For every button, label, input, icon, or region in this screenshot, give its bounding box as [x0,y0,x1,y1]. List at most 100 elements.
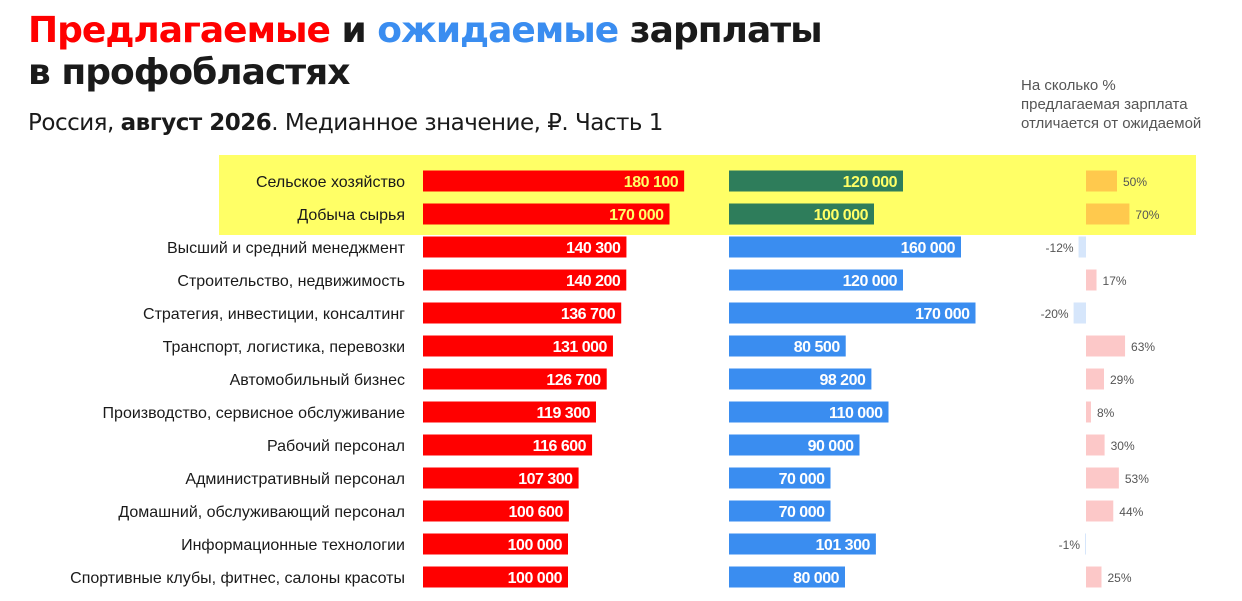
expected-value-label: 101 300 [816,537,871,554]
difference-bar [1085,533,1086,555]
offered-bar [423,566,568,588]
expected-bar [729,401,889,423]
chart-subtitle: Россия, август 2026. Медианное значение,… [28,110,663,136]
difference-bar [1086,467,1119,489]
offered-value-label: 131 000 [553,339,608,356]
difference-value-label: 50% [1123,175,1147,189]
category-label: Производство, сервисное обслуживание [103,405,406,422]
subtitle-date: август 2026 [120,110,272,136]
category-label: Добыча сырья [297,207,405,224]
expected-bar [729,467,831,489]
difference-value-label: 30% [1111,439,1135,453]
category-label: Спортивные клубы, фитнес, салоны красоты [70,570,405,587]
offered-value-label: 140 200 [566,273,621,290]
difference-bar [1086,170,1117,192]
expected-value-label: 90 000 [808,438,855,455]
difference-value-label: -1% [1059,538,1081,552]
expected-value-label: 70 000 [779,471,826,488]
offered-value-label: 100 000 [508,537,563,554]
expected-bar [729,335,846,357]
offered-value-label: 180 100 [624,174,679,191]
category-label: Домашний, обслуживающий персонал [118,504,405,521]
difference-bar [1086,203,1130,225]
expected-value-label: 120 000 [843,174,898,191]
title-rest: зарплаты [618,10,823,51]
offered-value-label: 170 000 [609,207,664,224]
category-label: Высший и средний менеджмент [167,240,406,257]
offered-value-label: 116 600 [533,438,587,455]
difference-value-label: -20% [1041,307,1069,321]
expected-bar [729,500,831,522]
expected-bar [729,434,860,456]
highlight-band [219,155,1196,235]
subtitle-part1: Россия, [28,110,121,136]
expected-bar [729,368,872,390]
difference-bar [1086,500,1114,522]
category-label: Сельское хозяйство [256,174,405,191]
difference-value-label: 17% [1103,274,1127,288]
offered-value-label: 119 300 [537,405,591,422]
offered-bar [423,533,568,555]
difference-bar [1086,566,1102,588]
expected-value-label: 80 500 [794,339,841,356]
expected-value-label: 98 200 [819,372,866,389]
difference-bar [1078,236,1086,258]
expected-value-label: 80 000 [793,570,840,587]
difference-value-label: -12% [1046,241,1074,255]
difference-value-label: 25% [1108,571,1132,585]
expected-value-label: 100 000 [814,207,869,224]
title-line2: в профобластях [28,52,350,93]
difference-value-label: 63% [1131,340,1155,354]
expected-bar [729,566,845,588]
offered-bar [423,302,622,324]
expected-value-label: 120 000 [843,273,898,290]
expected-value-label: 110 000 [829,405,883,422]
category-label: Рабочий персонал [267,438,405,455]
offered-bar [423,203,670,225]
offered-value-label: 107 300 [518,471,573,488]
category-label: Автомобильный бизнес [230,372,405,389]
difference-value-label: 44% [1119,505,1143,519]
expected-value-label: 70 000 [779,504,826,521]
expected-bar [729,236,961,258]
offered-bar [423,500,569,522]
difference-bar [1086,434,1105,456]
difference-value-label: 70% [1135,208,1159,222]
offered-bar [423,170,685,192]
difference-bar [1086,269,1097,291]
expected-bar [729,203,874,225]
offered-bar [423,269,627,291]
difference-bar [1073,302,1086,324]
expected-value-label: 160 000 [901,240,956,257]
difference-value-label: 8% [1097,406,1115,420]
difference-value-label: 29% [1110,373,1134,387]
title-offered: Предлагаемые [28,10,331,51]
difference-value-label: 53% [1125,472,1149,486]
category-label: Административный персонал [185,471,405,488]
title-and: и [329,10,378,51]
category-label: Строительство, недвижимость [177,273,405,290]
expected-bar [729,302,976,324]
offered-bar [423,368,607,390]
difference-bar [1086,335,1126,357]
diff-note-line1: На сколько % [1021,77,1116,94]
expected-bar [729,170,903,192]
expected-bar [729,533,876,555]
offered-value-label: 126 700 [546,372,601,389]
diff-note-line3: отличается от ожидаемой [1021,115,1202,132]
offered-value-label: 136 700 [561,306,616,323]
chart-title: Предлагаемые и ожидаемые зарплаты в проф… [28,10,823,94]
offered-bar [423,236,627,258]
category-label: Транспорт, логистика, перевозки [163,339,405,356]
expected-bar [729,269,903,291]
diff-column-note: На сколько % предлагаемая зарплата отлич… [1021,76,1241,133]
expected-value-label: 170 000 [915,306,970,323]
category-label: Стратегия, инвестиции, консалтинг [143,306,405,323]
offered-value-label: 140 300 [566,240,621,257]
offered-value-label: 100 600 [509,504,564,521]
subtitle-part2: . Медианное значение, ₽. Часть 1 [271,110,663,136]
offered-bar [423,335,613,357]
offered-bar [423,467,579,489]
difference-bar [1086,368,1104,390]
